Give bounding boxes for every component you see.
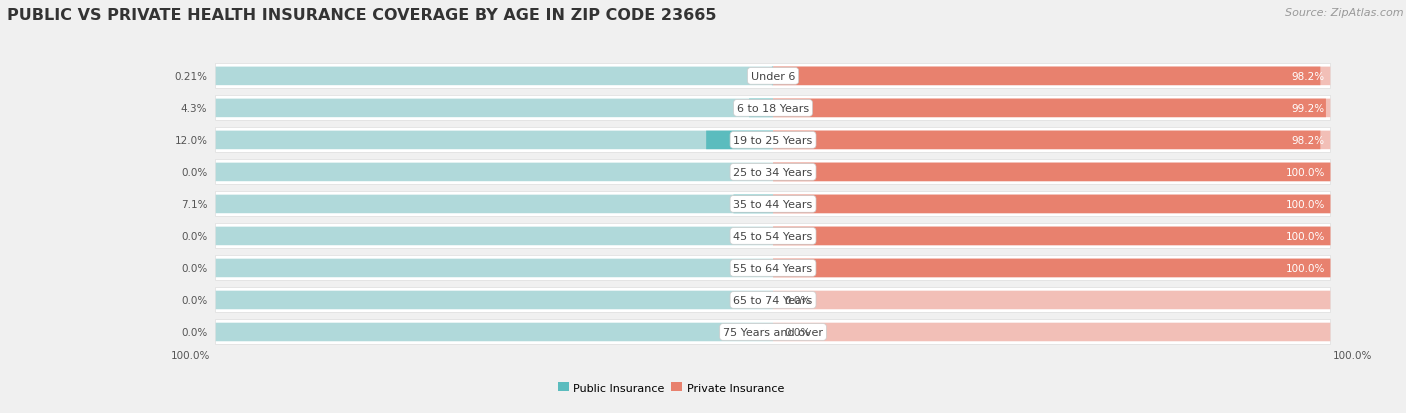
FancyBboxPatch shape (773, 259, 1330, 278)
FancyBboxPatch shape (773, 131, 1320, 150)
FancyBboxPatch shape (215, 195, 773, 214)
Text: 0.21%: 0.21% (174, 72, 207, 82)
Text: 12.0%: 12.0% (174, 135, 207, 145)
Text: 100.0%: 100.0% (1333, 350, 1372, 360)
FancyBboxPatch shape (773, 227, 1330, 246)
FancyBboxPatch shape (215, 67, 773, 86)
Text: 0.0%: 0.0% (181, 231, 207, 241)
FancyBboxPatch shape (215, 256, 1330, 281)
FancyBboxPatch shape (215, 160, 1330, 185)
FancyBboxPatch shape (215, 224, 1330, 249)
Text: 75 Years and over: 75 Years and over (723, 327, 823, 337)
FancyBboxPatch shape (215, 163, 773, 182)
Text: 0.0%: 0.0% (181, 295, 207, 305)
FancyBboxPatch shape (773, 67, 1320, 86)
FancyBboxPatch shape (215, 259, 773, 278)
Text: 0.0%: 0.0% (785, 295, 810, 305)
Text: 6 to 18 Years: 6 to 18 Years (737, 104, 808, 114)
FancyBboxPatch shape (749, 100, 773, 118)
Text: Under 6: Under 6 (751, 72, 796, 82)
Text: 65 to 74 Years: 65 to 74 Years (734, 295, 813, 305)
Text: PUBLIC VS PRIVATE HEALTH INSURANCE COVERAGE BY AGE IN ZIP CODE 23665: PUBLIC VS PRIVATE HEALTH INSURANCE COVER… (7, 8, 717, 23)
FancyBboxPatch shape (215, 227, 773, 246)
FancyBboxPatch shape (215, 192, 1330, 217)
FancyBboxPatch shape (215, 100, 773, 118)
Text: 100.0%: 100.0% (1285, 231, 1324, 241)
FancyBboxPatch shape (773, 67, 1330, 86)
FancyBboxPatch shape (773, 163, 1330, 182)
FancyBboxPatch shape (773, 195, 1330, 214)
FancyBboxPatch shape (773, 227, 1330, 246)
Text: 100.0%: 100.0% (1285, 168, 1324, 178)
FancyBboxPatch shape (215, 323, 773, 342)
Text: 100.0%: 100.0% (170, 350, 209, 360)
Text: 98.2%: 98.2% (1292, 135, 1324, 145)
FancyBboxPatch shape (706, 131, 773, 150)
FancyBboxPatch shape (215, 96, 1330, 121)
Text: 100.0%: 100.0% (1285, 263, 1324, 273)
Text: 0.0%: 0.0% (181, 327, 207, 337)
FancyBboxPatch shape (215, 131, 773, 150)
FancyBboxPatch shape (215, 288, 1330, 313)
FancyBboxPatch shape (215, 291, 773, 309)
FancyBboxPatch shape (773, 100, 1326, 118)
Text: 45 to 54 Years: 45 to 54 Years (734, 231, 813, 241)
FancyBboxPatch shape (773, 195, 1330, 214)
Text: 55 to 64 Years: 55 to 64 Years (734, 263, 813, 273)
Legend: Public Insurance, Private Insurance: Public Insurance, Private Insurance (553, 378, 789, 397)
Text: 7.1%: 7.1% (181, 199, 207, 209)
Text: 0.0%: 0.0% (181, 263, 207, 273)
Text: 35 to 44 Years: 35 to 44 Years (734, 199, 813, 209)
Text: 0.0%: 0.0% (785, 327, 810, 337)
FancyBboxPatch shape (215, 128, 1330, 153)
FancyBboxPatch shape (215, 64, 1330, 89)
FancyBboxPatch shape (773, 131, 1330, 150)
Text: 4.3%: 4.3% (181, 104, 207, 114)
Text: Source: ZipAtlas.com: Source: ZipAtlas.com (1285, 8, 1403, 18)
Text: 0.0%: 0.0% (181, 168, 207, 178)
FancyBboxPatch shape (773, 100, 1330, 118)
FancyBboxPatch shape (773, 259, 1330, 278)
Text: 98.2%: 98.2% (1292, 72, 1324, 82)
FancyBboxPatch shape (734, 195, 773, 214)
Text: 100.0%: 100.0% (1285, 199, 1324, 209)
FancyBboxPatch shape (773, 291, 1330, 309)
Text: 99.2%: 99.2% (1292, 104, 1324, 114)
FancyBboxPatch shape (773, 323, 1330, 342)
Text: 25 to 34 Years: 25 to 34 Years (734, 168, 813, 178)
FancyBboxPatch shape (215, 320, 1330, 344)
FancyBboxPatch shape (773, 163, 1330, 182)
Text: 19 to 25 Years: 19 to 25 Years (734, 135, 813, 145)
